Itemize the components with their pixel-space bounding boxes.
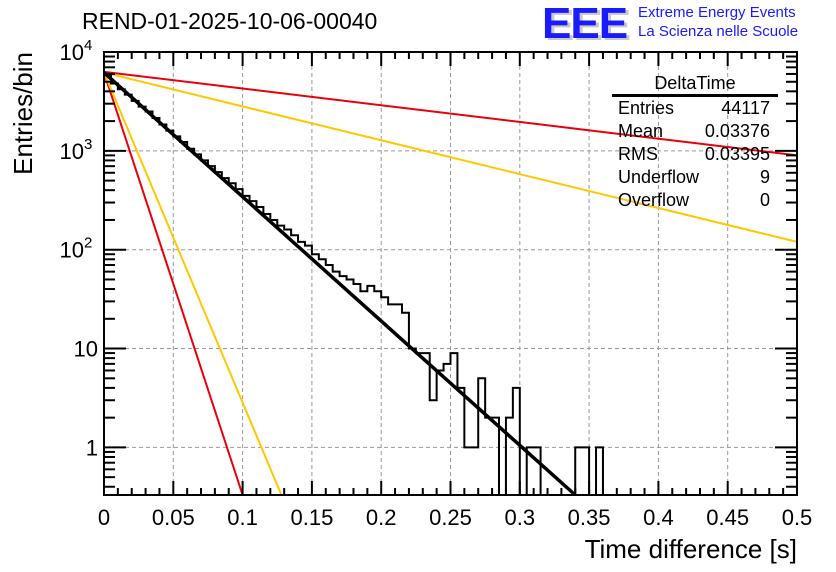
grid-lines — [104, 52, 797, 495]
chart-title: REND-01-2025-10-06-00040 — [82, 8, 378, 34]
y-axis-label: Entries/bin — [8, 52, 38, 175]
x-tick-label: 0.1 — [227, 505, 258, 530]
fit-line — [102, 71, 577, 497]
x-tick-label: 0.25 — [429, 505, 472, 530]
stats-row-entries: Entries 44117 — [612, 97, 778, 120]
tick-labels: 0 0.05 0.1 0.15 0.2 0.25 0.3 0.35 0.4 0.45 0.5 1 10 1… — [60, 37, 813, 530]
x-tick-label: 0.05 — [152, 505, 195, 530]
y-tick-exponent: 2 — [84, 235, 92, 252]
x-tick-label: 0.5 — [782, 505, 813, 530]
y-tick-label: 10 — [74, 337, 98, 362]
stats-value: 9 — [759, 167, 770, 187]
logo-line-1: Extreme Energy Events — [638, 4, 796, 21]
x-tick-label: 0.15 — [290, 505, 333, 530]
y-tick-exponent: 4 — [84, 37, 92, 54]
stats-label: Mean — [618, 121, 664, 141]
curve-red-steep — [103, 72, 244, 496]
y-tick-label: 10 — [60, 40, 84, 65]
stats-value: 0 — [759, 190, 770, 210]
stats-label: RMS — [618, 144, 658, 164]
stats-label: Overflow — [618, 190, 690, 210]
stats-value: 0.03395 — [704, 144, 770, 164]
y-tick-exponent: 3 — [84, 136, 92, 153]
x-tick-label: 0.3 — [505, 505, 536, 530]
stats-row-overflow: Overflow 0 — [612, 189, 778, 212]
axis-ticks — [103, 51, 798, 495]
stats-row-underflow: Underflow 9 — [612, 166, 778, 189]
stats-label: Entries — [618, 98, 675, 118]
x-tick-label: 0 — [98, 505, 110, 530]
eee-logo: EEE — [542, 0, 628, 48]
reference-curves — [103, 70, 798, 496]
curve-orange-steep — [103, 72, 283, 496]
curve-orange-shallow — [103, 71, 798, 243]
x-tick-label: 0.4 — [643, 505, 674, 530]
stats-label: Underflow — [618, 167, 700, 187]
logo-line-2: La Scienza nelle Scuole — [638, 23, 799, 40]
stats-value: 0.03376 — [704, 121, 770, 141]
stats-title: DeltaTime — [612, 72, 778, 97]
x-axis-label: Time difference [s] — [585, 534, 797, 564]
stats-box: DeltaTime Entries 44117 Mean 0.03376 RMS 0.… — [612, 72, 778, 212]
x-tick-label: 0.45 — [706, 505, 749, 530]
y-tick-label: 10 — [60, 238, 84, 263]
y-tick-label: 1 — [86, 435, 98, 460]
x-tick-label: 0.35 — [568, 505, 611, 530]
y-tick-label: 10 — [60, 139, 84, 164]
x-tick-label: 0.2 — [366, 505, 397, 530]
stats-row-mean: Mean 0.03376 — [612, 120, 778, 143]
stats-row-rms: RMS 0.03395 — [612, 143, 778, 166]
stats-value: 44117 — [721, 98, 770, 118]
curve-red-shallow — [103, 70, 798, 157]
